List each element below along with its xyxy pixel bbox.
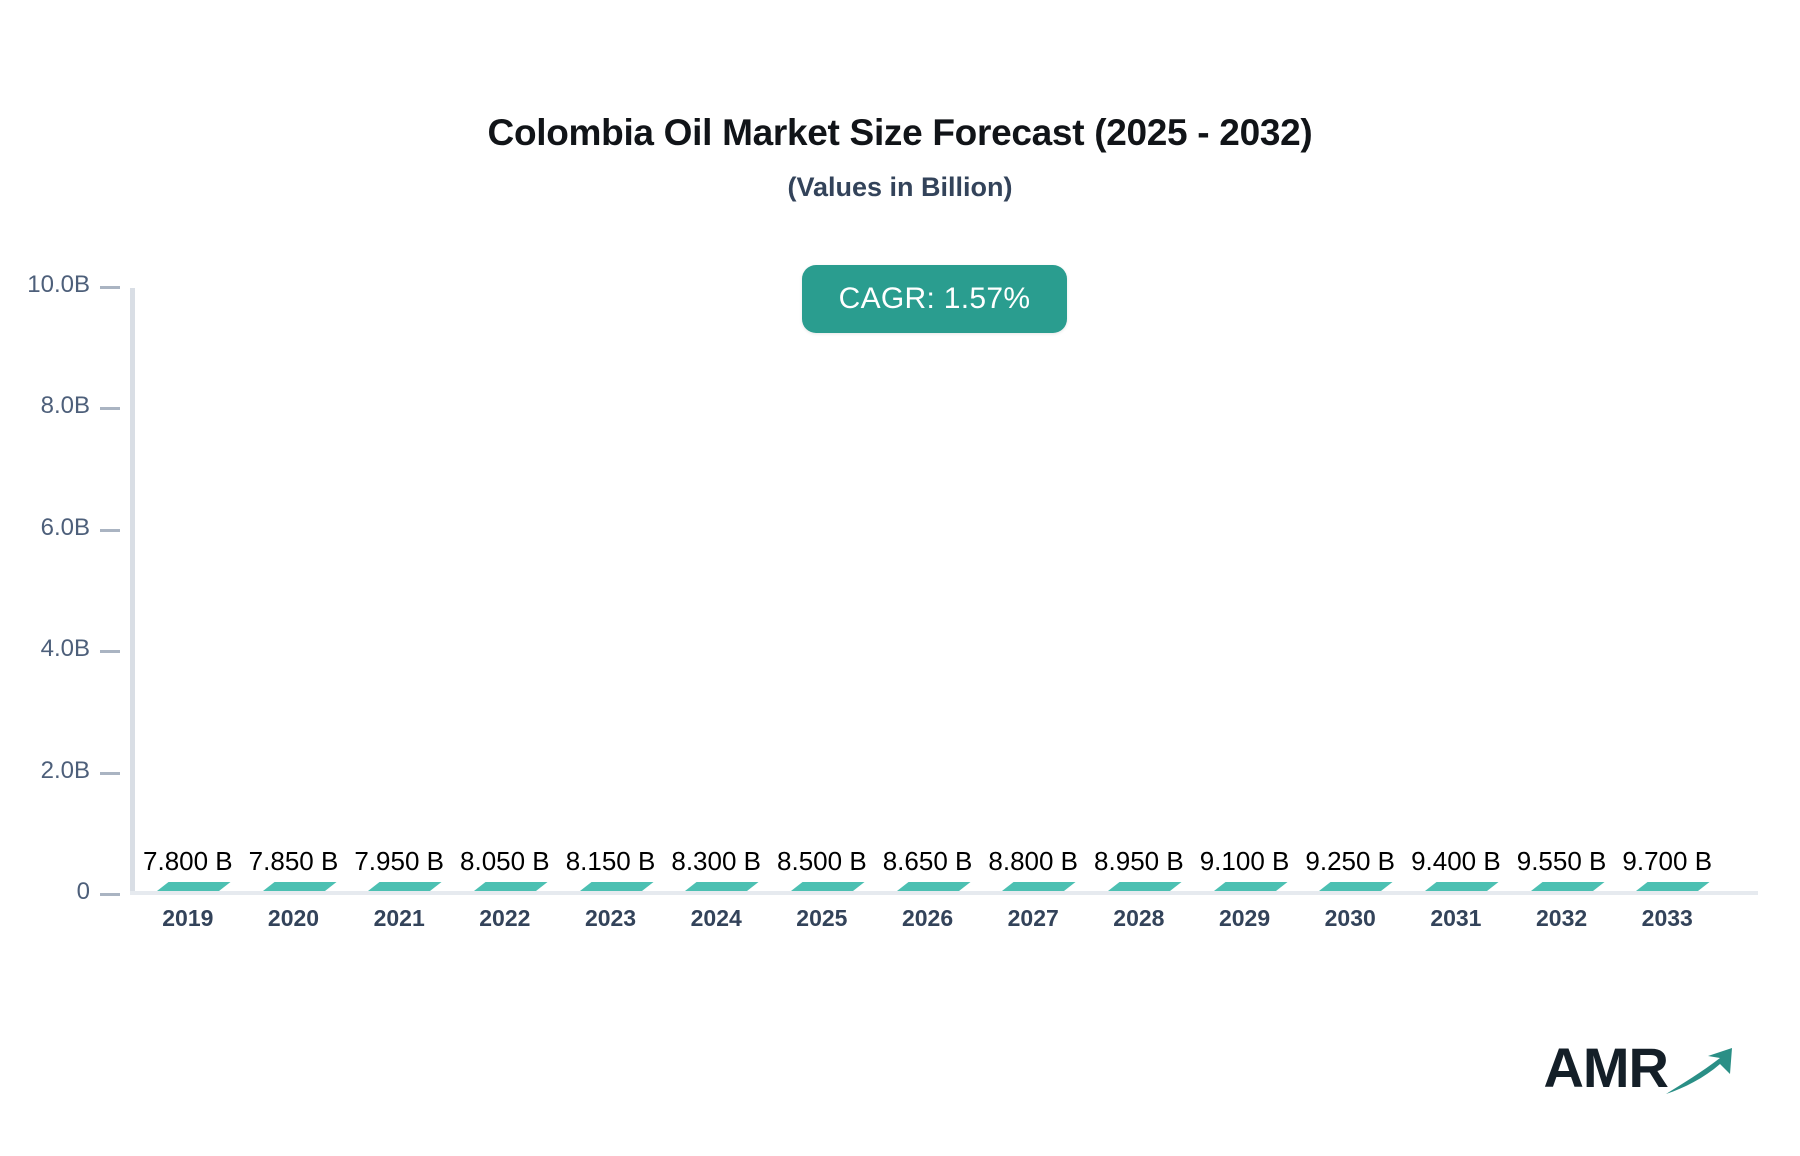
x-axis-label: 2033	[1641, 905, 1693, 931]
bar-slot: 8.300 B	[663, 288, 769, 891]
bar-value-label: 9.100 B	[1199, 846, 1290, 876]
bar-top-face	[1319, 882, 1393, 891]
trend-up-arrow-icon	[1662, 1044, 1740, 1105]
x-axis-label: 2027	[1007, 905, 1059, 931]
y-axis-line	[130, 288, 135, 895]
y-axis-tick-label: 8.0B	[40, 392, 90, 420]
y-axis-tick-label: 2.0B	[40, 756, 90, 784]
x-axis-label: 2023	[584, 905, 637, 931]
bar-top-face	[262, 882, 337, 891]
x-axis-labels: 2019 2020 2021 2022 2023 2024 2025 2026 2027 2028…	[135, 905, 1720, 932]
y-axis-tick-label: 10.0B	[27, 271, 90, 298]
bar-slot: 8.650 B	[875, 288, 981, 891]
x-axis-line	[130, 891, 1758, 895]
plot-area: 0 2.0B 4.0B 6.0B 8.0B 10.0B 7.800 B 7.850 B 7.9…	[27, 271, 1758, 905]
bar-value-label: 7.950 B	[354, 846, 444, 876]
x-axis-label: 2030	[1324, 905, 1376, 931]
bar-top-face	[1530, 882, 1605, 891]
bar-top-face	[896, 882, 971, 891]
bar-slot: 8.500 B	[769, 288, 875, 891]
cagr-badge-label: CAGR: 1.57%	[838, 282, 1031, 315]
bar-slot: 7.800 B	[135, 288, 241, 891]
x-axis-label: 2020	[267, 905, 320, 931]
chart-title: Colombia Oil Market Size Forecast (2025 …	[487, 112, 1313, 153]
bar-top-face	[1002, 882, 1076, 891]
bar-value-label: 8.150 B	[565, 846, 656, 876]
bar-value-label: 9.250 B	[1305, 846, 1396, 876]
bar-value-label: 9.400 B	[1411, 846, 1501, 876]
x-axis-label: 2032	[1535, 905, 1588, 931]
y-axis-tick-label: 4.0B	[40, 635, 90, 663]
y-axis-tick-mark	[100, 286, 120, 289]
bar-slot: 9.550 B	[1509, 288, 1615, 891]
x-axis-label: 2022	[479, 905, 531, 931]
bar-top-face	[156, 882, 231, 891]
y-axis-tick-label: 0	[76, 878, 90, 905]
bar-value-label: 8.050 B	[460, 846, 550, 876]
bar-top-face	[1424, 882, 1499, 891]
bar-top-face	[579, 882, 654, 891]
bar-series: 7.800 B 7.850 B 7.950 B 8.050 B 8.150 B 8.300…	[135, 288, 1720, 891]
bar-top-face	[790, 882, 865, 891]
bar-slot: 9.250 B	[1297, 288, 1403, 891]
bar-value-label: 8.650 B	[882, 846, 973, 876]
bar-top-face	[685, 882, 759, 891]
bar-value-label: 8.300 B	[671, 846, 762, 876]
bar-slot: 8.050 B	[452, 288, 558, 891]
bar-slot: 9.100 B	[1192, 288, 1298, 891]
bar-value-label: 8.500 B	[777, 846, 867, 876]
x-axis-label: 2029	[1218, 905, 1271, 931]
bar-top-face	[1213, 882, 1288, 891]
x-axis-label: 2025	[796, 905, 848, 931]
amr-logo: AMR	[1543, 1030, 1740, 1105]
bar-top-face	[1636, 882, 1710, 891]
bar-top-face	[473, 882, 548, 891]
x-axis-label: 2024	[690, 905, 742, 931]
y-axis-tick-mark	[100, 771, 120, 775]
bar-value-label: 9.700 B	[1622, 846, 1713, 876]
bar-value-label: 8.800 B	[988, 846, 1079, 876]
x-axis-label: 2026	[901, 905, 954, 931]
bar-top-face	[1107, 882, 1182, 891]
y-axis-tick-mark	[100, 407, 120, 411]
bar-value-label: 9.550 B	[1516, 846, 1607, 876]
amr-logo-text: AMR	[1543, 1035, 1669, 1099]
bar-value-label: 7.800 B	[143, 846, 233, 876]
y-axis-tick-mark	[100, 650, 120, 654]
cagr-badge: CAGR: 1.57%	[802, 265, 1067, 333]
bar-value-label: 7.850 B	[248, 846, 339, 876]
x-axis-label: 2019	[162, 905, 214, 931]
bar-slot: 8.800 B	[980, 288, 1086, 891]
x-axis-label: 2031	[1430, 905, 1482, 931]
bar-slot: 9.700 B	[1614, 288, 1720, 891]
chart-subtitle: (Values in Billion)	[787, 172, 1013, 202]
bar-slot: 8.950 B	[1086, 288, 1192, 891]
bar-slot: 8.150 B	[558, 288, 664, 891]
bar-top-face	[368, 882, 442, 891]
y-axis-tick-mark	[100, 528, 120, 532]
x-axis-label: 2021	[373, 905, 425, 931]
y-axis-tick-mark	[100, 893, 120, 896]
y-axis-tick-label: 6.0B	[40, 513, 90, 541]
bar-value-label: 8.950 B	[1094, 846, 1184, 876]
x-axis-label: 2028	[1113, 905, 1165, 931]
bar-slot: 9.400 B	[1403, 288, 1509, 891]
bar-slot: 7.950 B	[346, 288, 452, 891]
bar-slot: 7.850 B	[241, 288, 347, 891]
